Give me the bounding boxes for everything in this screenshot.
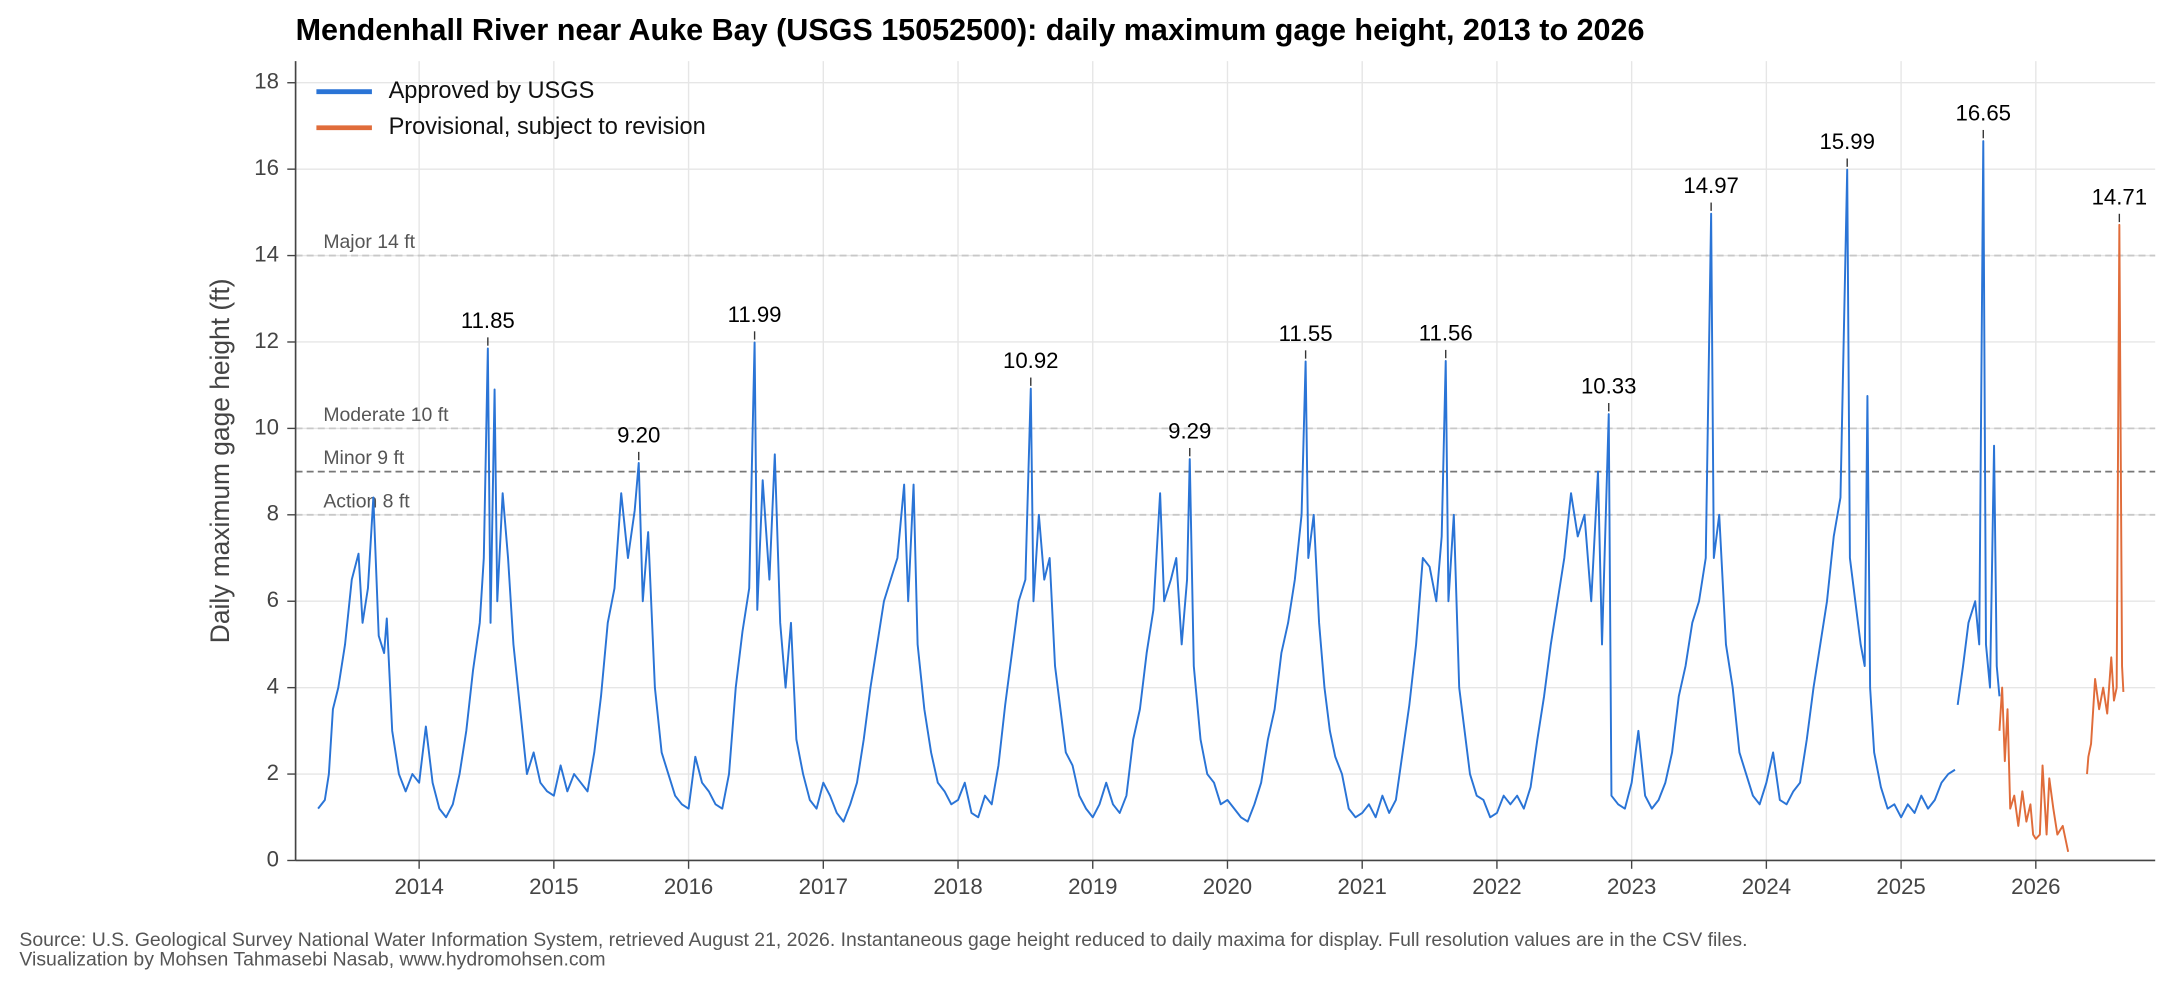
y-tick-label: 2 [267, 760, 279, 785]
x-tick-label: 2018 [933, 874, 982, 899]
x-tick-label: 2015 [529, 874, 578, 899]
x-tick-label: 2014 [394, 874, 443, 899]
peak-label: 16.65 [1956, 101, 2012, 126]
y-tick-label: 12 [254, 328, 279, 353]
x-tick-label: 2017 [799, 874, 848, 899]
threshold-label: Major 14 ft [323, 231, 415, 253]
x-tick-label: 2023 [1607, 874, 1656, 899]
peak-label: 15.99 [1819, 129, 1875, 154]
threshold-label: Minor 9 ft [323, 447, 404, 469]
peak-label: 11.56 [1419, 320, 1473, 345]
x-tick-label: 2020 [1203, 874, 1252, 899]
source-note: Source: U.S. Geological Survey National … [19, 929, 1747, 951]
credit-note: Visualization by Mohsen Tahmasebi Nasab,… [19, 949, 605, 971]
legend-label: Approved by USGS [389, 77, 595, 103]
series-line [1998, 223, 2125, 853]
threshold-label: Action 8 ft [323, 490, 410, 512]
y-tick-label: 18 [254, 69, 279, 94]
peak-label: 9.29 [1168, 419, 1211, 444]
peak-label: 14.97 [1683, 173, 1739, 198]
legend-label: Provisional, subject to revision [389, 113, 706, 139]
x-tick-label: 2024 [1742, 874, 1791, 899]
peak-label: 11.85 [461, 308, 515, 333]
y-tick-label: 0 [267, 846, 279, 871]
peak-label: 9.20 [617, 422, 660, 447]
y-tick-label: 4 [267, 674, 279, 699]
y-tick-label: 6 [267, 587, 279, 612]
x-tick-label: 2021 [1338, 874, 1387, 899]
x-tick-label: 2025 [1876, 874, 1925, 899]
peak-label: 10.92 [1003, 348, 1059, 373]
y-tick-label: 16 [254, 155, 279, 180]
peak-label: 11.55 [1279, 321, 1333, 346]
y-axis-label: Daily maximum gage height (ft) [205, 278, 235, 643]
y-tick-label: 8 [267, 501, 279, 526]
y-tick-label: 14 [254, 241, 279, 266]
y-tick-label: 10 [254, 414, 279, 439]
chart-title: Mendenhall River near Auke Bay (USGS 150… [296, 13, 1645, 47]
x-tick-label: 2022 [1472, 874, 1521, 899]
x-tick-label: 2026 [2011, 874, 2060, 899]
x-tick-label: 2016 [664, 874, 713, 899]
peak-label: 11.99 [728, 302, 782, 327]
x-tick-label: 2019 [1068, 874, 1117, 899]
series-line [317, 140, 2001, 823]
peak-label: 14.71 [2092, 184, 2148, 209]
peak-label: 10.33 [1581, 374, 1637, 399]
threshold-label: Moderate 10 ft [323, 404, 449, 426]
